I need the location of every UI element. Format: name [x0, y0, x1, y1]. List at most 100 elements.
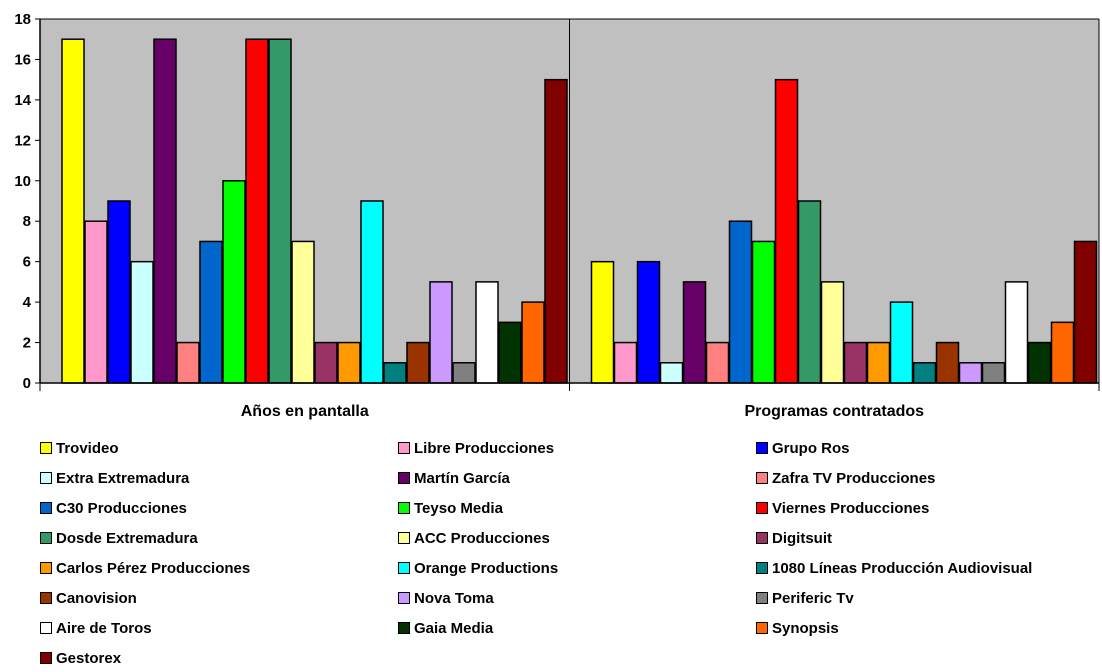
bar — [521, 301, 545, 384]
bar — [613, 341, 638, 384]
legend-item: Aire de Toros — [40, 618, 152, 638]
y-tick-label: 2 — [23, 335, 31, 352]
legend-item: 1080 Líneas Producción Audiovisual — [756, 558, 1032, 578]
legend-swatch — [40, 532, 52, 544]
chart: 0 2 4 6 8 10 12 14 16 18 Años en pantalla Programa… — [14, 11, 1100, 420]
legend-swatch — [40, 652, 52, 664]
legend-item: ACC Producciones — [398, 528, 550, 548]
bar — [1050, 321, 1075, 384]
bar — [222, 180, 246, 384]
legend-label: Synopsis — [772, 619, 839, 637]
legend-label: Digitsuit — [772, 529, 832, 547]
y-tick-label: 8 — [23, 213, 31, 230]
legend-label: 1080 Líneas Producción Audiovisual — [772, 559, 1033, 577]
legend-item: Orange Productions — [398, 558, 558, 578]
y-tick-label: 0 — [23, 375, 31, 392]
y-axis-ticks: 0 2 4 6 8 10 12 14 16 18 — [14, 11, 31, 392]
x-category-label: Años en pantalla — [241, 403, 369, 420]
bars-group — [61, 38, 1098, 384]
legend-swatch — [398, 592, 410, 604]
legend-label: Canovision — [56, 589, 137, 607]
bar — [1027, 341, 1052, 384]
bar — [291, 240, 315, 384]
bar — [130, 260, 154, 384]
legend-label: Orange Productions — [414, 559, 559, 577]
x-category-label: Programas contratados — [744, 403, 924, 420]
legend-swatch — [398, 532, 410, 544]
legend-label: Nova Toma — [414, 589, 494, 607]
y-tick-label: 18 — [14, 11, 31, 28]
bar — [107, 200, 131, 384]
x-axis-labels: Años en pantalla Programas contratados — [241, 403, 924, 420]
y-tick-label: 6 — [23, 254, 31, 271]
y-tick-label: 14 — [14, 92, 31, 109]
legend-label: Aire de Toros — [56, 619, 152, 637]
legend-label: Extra Extremadura — [56, 469, 190, 487]
legend-item: Nova Toma — [398, 588, 494, 608]
bar — [429, 281, 453, 384]
bar — [176, 341, 200, 384]
bar — [61, 38, 85, 384]
bar — [981, 362, 1006, 384]
bar — [475, 281, 499, 384]
bar — [728, 220, 753, 384]
bar — [958, 362, 983, 384]
bar — [636, 260, 661, 384]
bar — [406, 341, 430, 384]
bar — [682, 281, 707, 384]
legend-item: Grupo Ros — [756, 438, 850, 458]
legend-label: C30 Producciones — [56, 499, 187, 517]
legend-swatch — [398, 472, 410, 484]
legend-label: Grupo Ros — [772, 439, 850, 457]
bar — [843, 341, 868, 384]
legend-swatch — [756, 562, 768, 574]
bar — [268, 38, 292, 384]
axes-group — [35, 18, 1100, 391]
legend-swatch — [756, 622, 768, 634]
legend-item: Extra Extremadura — [40, 468, 189, 488]
legend-item: Synopsis — [756, 618, 839, 638]
bar — [245, 38, 269, 384]
legend-item: C30 Producciones — [40, 498, 187, 518]
bar — [360, 200, 384, 384]
legend-swatch — [398, 562, 410, 574]
legend-swatch — [40, 502, 52, 514]
bar — [935, 341, 960, 384]
legend-label: Gestorex — [56, 649, 122, 667]
legend-item: Digitsuit — [756, 528, 832, 548]
legend-swatch — [40, 622, 52, 634]
legend-swatch — [40, 562, 52, 574]
bar — [544, 78, 568, 384]
legend-swatch — [398, 622, 410, 634]
legend-item: Gaia Media — [398, 618, 493, 638]
legend-item: Canovision — [40, 588, 137, 608]
bar — [337, 341, 361, 384]
bar — [1073, 240, 1098, 384]
legend-item: Gestorex — [40, 648, 121, 668]
legend-label: Zafra TV Producciones — [772, 469, 936, 487]
bar — [153, 38, 177, 384]
y-tick-label: 10 — [14, 173, 31, 190]
bar — [383, 362, 407, 384]
bar — [590, 260, 615, 384]
bar — [820, 281, 845, 384]
bar — [866, 341, 891, 384]
legend-item: Zafra TV Producciones — [756, 468, 935, 488]
bar — [774, 78, 799, 384]
legend-label: Teyso Media — [414, 499, 503, 517]
legend-item: Martín García — [398, 468, 510, 488]
legend-swatch — [40, 592, 52, 604]
bar — [452, 362, 476, 384]
bar — [1004, 281, 1029, 384]
legend-item: Teyso Media — [398, 498, 503, 518]
legend-item: Libre Producciones — [398, 438, 554, 458]
bar — [912, 362, 937, 384]
bar — [797, 200, 822, 384]
bar — [314, 341, 338, 384]
legend-item: Viernes Producciones — [756, 498, 929, 518]
legend-swatch — [756, 472, 768, 484]
bar — [84, 220, 108, 384]
legend-label: Carlos Pérez Producciones — [56, 559, 251, 577]
legend-swatch — [756, 502, 768, 514]
legend-item: Trovideo — [40, 438, 119, 458]
